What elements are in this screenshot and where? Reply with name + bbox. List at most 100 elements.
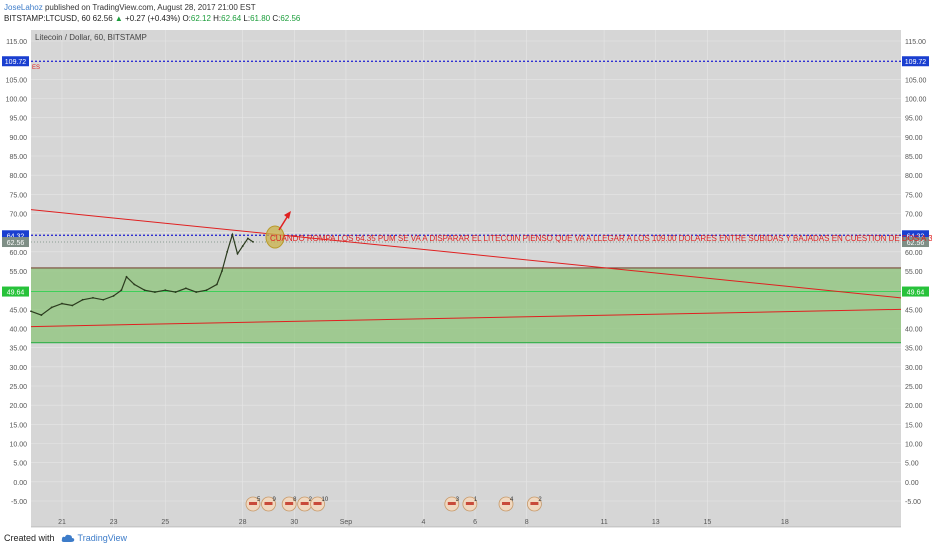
y-tick-label-right: 115.00 [905, 39, 926, 46]
price-point [215, 283, 218, 286]
x-tick-label: 28 [239, 519, 247, 526]
y-tick-label-left: 20.00 [9, 403, 27, 410]
badge-count: 9 [273, 497, 277, 503]
x-tick-label: Sep [340, 519, 353, 526]
price-point [226, 250, 229, 253]
y-tick-label-left: 40.00 [9, 327, 27, 334]
y-tick-label-right: 0.00 [905, 480, 919, 487]
y-tick-label-right: 10.00 [905, 442, 923, 449]
low-value: 61.80 [250, 14, 271, 23]
price-point [164, 289, 167, 292]
footer: Created with TradingView [4, 533, 127, 543]
level-tag-right-text: 49.64 [907, 290, 925, 297]
y-tick-label-left: 45.00 [9, 307, 27, 314]
level-tag-right [902, 56, 929, 67]
price-point [50, 306, 53, 309]
y-tick-label-right: -5.00 [905, 499, 921, 506]
price-point [92, 296, 94, 299]
level-tag-left-text: 64.32 [7, 233, 25, 240]
cloud-icon [61, 534, 74, 542]
level-tag-right [902, 237, 929, 248]
price-point [102, 298, 105, 301]
event-badge[interactable]: 2 [297, 496, 313, 512]
y-tick-label-right: 85.00 [905, 154, 923, 161]
flag-stripe [465, 502, 474, 505]
y-tick-label-left: 70.00 [9, 212, 27, 219]
level-tag-right [902, 286, 929, 297]
published-text: published on TradingView.com, August 28,… [44, 3, 256, 12]
price-point [174, 291, 177, 293]
small-marker-label: ES [32, 65, 40, 71]
y-tick-label-left: 35.00 [9, 346, 27, 353]
price-point [120, 289, 123, 292]
y-tick-label-right: 55.00 [905, 269, 923, 276]
badge-count: 10 [322, 497, 329, 503]
y-tick-label-right: 90.00 [905, 135, 923, 142]
level-tag-right-text: 62.56 [907, 240, 925, 247]
price-point [236, 252, 239, 255]
flag-stripe [447, 502, 456, 505]
tradingview-brand[interactable]: TradingView [61, 533, 128, 543]
change-arrow-icon: ▲ [114, 14, 123, 23]
author-link[interactable]: JoseLahoz [4, 3, 43, 12]
x-tick-label: 4 [421, 519, 425, 526]
x-tick-label: 6 [473, 519, 477, 526]
zone-fill [31, 267, 901, 343]
badge-count: 3 [456, 497, 460, 503]
price-point [241, 245, 244, 247]
flag-stripe [264, 502, 273, 505]
flag-stripe [502, 502, 511, 505]
level-tag-left-text: 62.56 [7, 240, 25, 247]
price-point [61, 302, 63, 305]
x-tick-label: 30 [290, 519, 298, 526]
event-badges[interactable]: 5 9 8 2 10 3 1 4 2 [245, 496, 542, 512]
badge-count: 5 [257, 497, 261, 503]
y-tick-label-left: 105.00 [6, 77, 28, 84]
close-value: 62.56 [280, 14, 301, 23]
trendline [30, 209, 902, 299]
price-point [246, 237, 249, 240]
arrow-drawing [265, 211, 291, 249]
flag-stripe [285, 502, 294, 505]
x-tick-label: 21 [58, 519, 66, 526]
price-point [133, 283, 136, 286]
event-badge[interactable]: 3 [444, 496, 460, 512]
level-tag-right-text: 109.72 [905, 59, 927, 66]
y-tick-label-right: 95.00 [905, 116, 923, 123]
high-value: 62.64 [221, 14, 242, 23]
y-tick-label-right: 100.00 [905, 97, 927, 104]
event-badge[interactable]: 5 [245, 496, 261, 512]
x-tick-label: 15 [703, 519, 711, 526]
y-tick-label-left: 80.00 [9, 173, 27, 180]
y-tick-label-right: 75.00 [905, 192, 923, 199]
trendlines [30, 209, 902, 328]
badge-count: 1 [474, 497, 478, 503]
level-tag-left [2, 56, 29, 67]
event-badge[interactable]: 4 [498, 496, 514, 512]
event-badge[interactable]: 2 [527, 496, 542, 512]
tradingview-label: TradingView [77, 533, 128, 543]
y-tick-label-left: 100.00 [6, 97, 28, 104]
x-tick-label: 11 [600, 519, 607, 526]
price-point [221, 270, 223, 272]
y-tick-label-left: 0.00 [13, 480, 27, 487]
event-badge[interactable]: 9 [261, 496, 277, 512]
price-point [40, 314, 43, 316]
y-tick-label-right: 80.00 [905, 173, 923, 180]
badge-count: 4 [510, 497, 514, 503]
flag-stripe [249, 502, 258, 505]
event-badge[interactable]: 1 [462, 496, 478, 512]
y-tick-label-left: 25.00 [9, 384, 27, 391]
y-tick-label-left: 75.00 [9, 192, 27, 199]
event-badge[interactable]: 10 [310, 496, 329, 512]
price-series [30, 232, 254, 316]
y-tick-label-right: 40.00 [905, 327, 923, 334]
y-tick-label-left: 90.00 [9, 135, 27, 142]
last-price: 62.56 [92, 14, 113, 23]
event-badge[interactable]: 8 [281, 496, 297, 512]
y-tick-label-right: 30.00 [905, 365, 923, 372]
y-tick-label-right: 20.00 [905, 403, 923, 410]
